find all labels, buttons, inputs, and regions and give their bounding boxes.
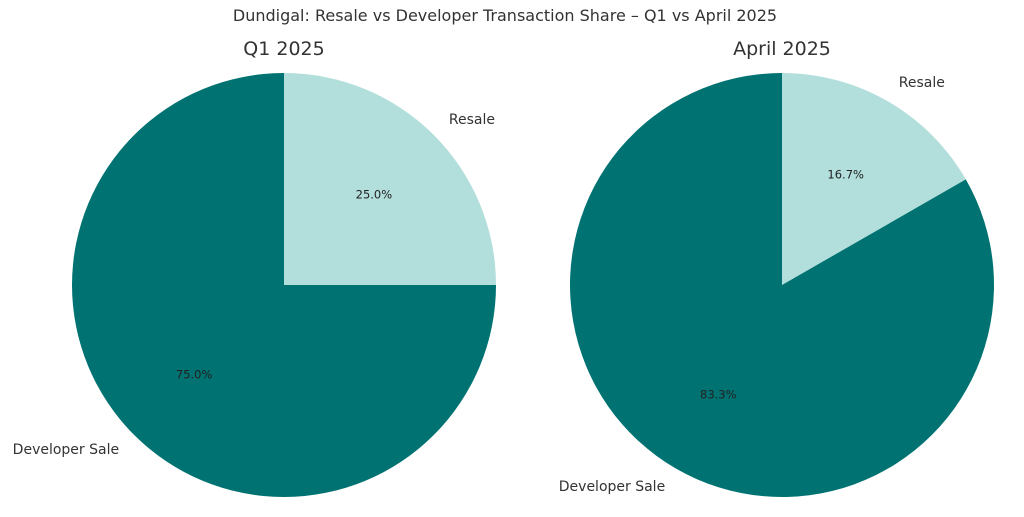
pie-pct-label-resale-q1: 25.0%: [356, 188, 393, 202]
pie-category-label-developer-sale-april: Developer Sale: [559, 479, 665, 495]
pie-pct-label-developer-sale-april: 83.3%: [700, 388, 737, 402]
pie-slices-q1: [72, 73, 496, 497]
pie-q1-2025: Q1 2025 25.0% Resale 75.0% Developer Sale: [13, 38, 496, 497]
pie-category-label-resale-april: Resale: [899, 75, 945, 91]
pie-slices-april: [570, 73, 994, 497]
pie-category-label-developer-sale-q1: Developer Sale: [13, 442, 119, 458]
pie-title-april: April 2025: [733, 38, 831, 60]
pie-category-label-resale-q1: Resale: [449, 112, 495, 128]
pie-april-2025: April 2025 16.7% Resale 83.3% Developer Sal…: [559, 38, 994, 497]
pie-pct-label-developer-sale-q1: 75.0%: [176, 367, 213, 381]
figure-title: Dundigal: Resale vs Developer Transactio…: [233, 6, 777, 25]
pie-pct-label-resale-april: 16.7%: [827, 167, 864, 181]
pie-title-q1: Q1 2025: [243, 38, 324, 60]
pie-slice-resale-q1: [284, 73, 496, 285]
